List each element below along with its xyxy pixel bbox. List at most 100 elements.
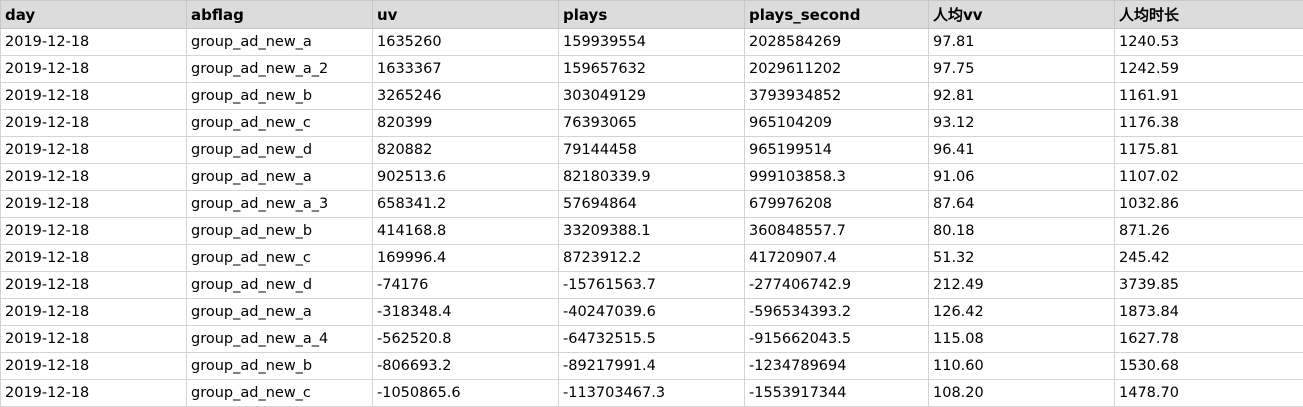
cell-abflag[interactable]: group_ad_new_b (187, 218, 373, 245)
cell-uv[interactable]: 1635260 (373, 29, 559, 56)
cell-abflag[interactable]: group_ad_new_d (187, 272, 373, 299)
cell-abflag[interactable]: group_ad_new_a (187, 164, 373, 191)
cell-avg-vv[interactable]: 97.81 (929, 29, 1115, 56)
cell-plays-second[interactable]: 3793934852 (745, 83, 929, 110)
cell-day[interactable]: 2019-12-18 (1, 29, 187, 56)
cell-avg-vv[interactable]: 91.06 (929, 164, 1115, 191)
cell-plays[interactable]: 82180339.9 (559, 164, 745, 191)
cell-plays-second[interactable]: 360848557.7 (745, 218, 929, 245)
cell-avg-vv[interactable]: 97.75 (929, 56, 1115, 83)
column-header-avg-duration[interactable]: 人均时长 (1115, 1, 1303, 29)
cell-abflag[interactable]: group_ad_new_c (187, 380, 373, 407)
cell-day[interactable]: 2019-12-18 (1, 353, 187, 380)
cell-abflag[interactable]: group_ad_new_c (187, 110, 373, 137)
cell-plays-second[interactable]: -915662043.5 (745, 326, 929, 353)
cell-day[interactable]: 2019-12-18 (1, 191, 187, 218)
cell-plays[interactable]: 303049129 (559, 83, 745, 110)
cell-uv[interactable]: 1633367 (373, 56, 559, 83)
cell-plays[interactable]: 159939554 (559, 29, 745, 56)
cell-abflag[interactable]: group_ad_new_d (187, 137, 373, 164)
cell-avg-vv[interactable]: 80.18 (929, 218, 1115, 245)
cell-plays-second[interactable]: 679976208 (745, 191, 929, 218)
cell-avg-vv[interactable]: 96.41 (929, 137, 1115, 164)
cell-uv[interactable]: 820882 (373, 137, 559, 164)
cell-plays-second[interactable]: 2029611202 (745, 56, 929, 83)
cell-avg-vv[interactable]: 93.12 (929, 110, 1115, 137)
column-header-day[interactable]: day (1, 1, 187, 29)
cell-avg-duration[interactable]: 1032.86 (1115, 191, 1303, 218)
cell-plays[interactable]: -15761563.7 (559, 272, 745, 299)
cell-avg-vv[interactable]: 110.60 (929, 353, 1115, 380)
cell-abflag[interactable]: group_ad_new_a_4 (187, 326, 373, 353)
cell-abflag[interactable]: group_ad_new_b (187, 83, 373, 110)
cell-avg-vv[interactable]: 92.81 (929, 83, 1115, 110)
cell-plays[interactable]: 76393065 (559, 110, 745, 137)
column-header-abflag[interactable]: abflag (187, 1, 373, 29)
cell-avg-vv[interactable]: 108.20 (929, 380, 1115, 407)
cell-uv[interactable]: 169996.4 (373, 245, 559, 272)
cell-plays-second[interactable]: -1234789694 (745, 353, 929, 380)
cell-plays[interactable]: 79144458 (559, 137, 745, 164)
cell-day[interactable]: 2019-12-18 (1, 137, 187, 164)
cell-plays-second[interactable]: 999103858.3 (745, 164, 929, 191)
cell-avg-vv[interactable]: 126.42 (929, 299, 1115, 326)
cell-plays[interactable]: 33209388.1 (559, 218, 745, 245)
cell-plays-second[interactable]: -277406742.9 (745, 272, 929, 299)
cell-avg-duration[interactable]: 1107.02 (1115, 164, 1303, 191)
cell-abflag[interactable]: group_ad_new_a (187, 299, 373, 326)
cell-avg-vv[interactable]: 87.64 (929, 191, 1115, 218)
cell-avg-duration[interactable]: 1176.38 (1115, 110, 1303, 137)
cell-abflag[interactable]: group_ad_new_b (187, 353, 373, 380)
cell-avg-vv[interactable]: 51.32 (929, 245, 1115, 272)
cell-day[interactable]: 2019-12-18 (1, 326, 187, 353)
cell-avg-duration[interactable]: 1873.84 (1115, 299, 1303, 326)
cell-uv[interactable]: 902513.6 (373, 164, 559, 191)
cell-uv[interactable]: -806693.2 (373, 353, 559, 380)
cell-day[interactable]: 2019-12-18 (1, 272, 187, 299)
cell-plays-second[interactable]: 965104209 (745, 110, 929, 137)
cell-plays-second[interactable]: -1553917344 (745, 380, 929, 407)
cell-uv[interactable]: 820399 (373, 110, 559, 137)
cell-plays[interactable]: 57694864 (559, 191, 745, 218)
cell-plays[interactable]: -40247039.6 (559, 299, 745, 326)
cell-avg-duration[interactable]: 871.26 (1115, 218, 1303, 245)
cell-day[interactable]: 2019-12-18 (1, 380, 187, 407)
cell-abflag[interactable]: group_ad_new_a_3 (187, 191, 373, 218)
cell-day[interactable]: 2019-12-18 (1, 245, 187, 272)
cell-plays[interactable]: -64732515.5 (559, 326, 745, 353)
cell-plays[interactable]: 8723912.2 (559, 245, 745, 272)
cell-avg-duration[interactable]: 1478.70 (1115, 380, 1303, 407)
column-header-avg-vv[interactable]: 人均vv (929, 1, 1115, 29)
cell-avg-duration[interactable]: 1175.81 (1115, 137, 1303, 164)
cell-avg-duration[interactable]: 1530.68 (1115, 353, 1303, 380)
cell-uv[interactable]: 3265246 (373, 83, 559, 110)
cell-plays[interactable]: -89217991.4 (559, 353, 745, 380)
cell-plays[interactable]: 159657632 (559, 56, 745, 83)
column-header-plays[interactable]: plays (559, 1, 745, 29)
cell-abflag[interactable]: group_ad_new_a_2 (187, 56, 373, 83)
cell-avg-duration[interactable]: 1161.91 (1115, 83, 1303, 110)
cell-avg-vv[interactable]: 115.08 (929, 326, 1115, 353)
cell-avg-duration[interactable]: 1627.78 (1115, 326, 1303, 353)
cell-avg-duration[interactable]: 3739.85 (1115, 272, 1303, 299)
cell-avg-duration[interactable]: 245.42 (1115, 245, 1303, 272)
cell-abflag[interactable]: group_ad_new_a (187, 29, 373, 56)
cell-uv[interactable]: 414168.8 (373, 218, 559, 245)
cell-day[interactable]: 2019-12-18 (1, 164, 187, 191)
cell-uv[interactable]: -74176 (373, 272, 559, 299)
cell-avg-vv[interactable]: 212.49 (929, 272, 1115, 299)
cell-plays-second[interactable]: 965199514 (745, 137, 929, 164)
cell-uv[interactable]: -1050865.6 (373, 380, 559, 407)
cell-uv[interactable]: -562520.8 (373, 326, 559, 353)
cell-avg-duration[interactable]: 1240.53 (1115, 29, 1303, 56)
cell-plays-second[interactable]: 41720907.4 (745, 245, 929, 272)
column-header-uv[interactable]: uv (373, 1, 559, 29)
cell-plays-second[interactable]: 2028584269 (745, 29, 929, 56)
cell-abflag[interactable]: group_ad_new_c (187, 245, 373, 272)
cell-plays[interactable]: -113703467.3 (559, 380, 745, 407)
cell-day[interactable]: 2019-12-18 (1, 218, 187, 245)
cell-day[interactable]: 2019-12-18 (1, 56, 187, 83)
cell-day[interactable]: 2019-12-18 (1, 83, 187, 110)
cell-plays-second[interactable]: -596534393.2 (745, 299, 929, 326)
cell-uv[interactable]: 658341.2 (373, 191, 559, 218)
